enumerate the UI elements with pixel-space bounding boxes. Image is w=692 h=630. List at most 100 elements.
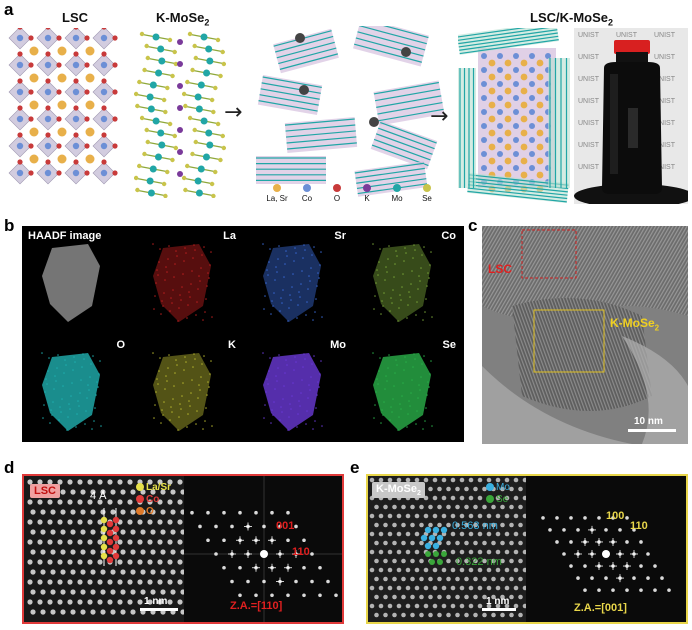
arrow-right-icon: → xyxy=(224,100,243,125)
lattice-spot xyxy=(455,594,460,600)
lattice-spot xyxy=(522,477,526,483)
la-sr-atom xyxy=(488,129,496,137)
lattice-spot xyxy=(491,504,496,510)
flake-body xyxy=(256,156,326,184)
lattice-spot xyxy=(410,594,415,600)
legend-label: Se xyxy=(496,494,509,505)
lattice-spot xyxy=(405,549,411,555)
lattice-spot xyxy=(437,612,442,618)
flake-layer-line xyxy=(360,26,429,39)
legend-dot xyxy=(393,184,401,192)
lattice-spot xyxy=(500,540,505,546)
lattice-spot xyxy=(80,529,86,535)
flake-layer-line xyxy=(355,167,425,179)
mo-atom xyxy=(206,141,214,149)
fft-spot xyxy=(583,516,587,520)
o-atom xyxy=(101,78,107,84)
fft-spot xyxy=(294,524,298,529)
lattice-spot xyxy=(107,499,113,505)
mo-marker xyxy=(428,534,436,542)
lattice-spot xyxy=(482,540,487,546)
lattice-spot xyxy=(500,612,505,618)
flake-layer-line xyxy=(261,82,321,94)
lattice-spot xyxy=(410,522,415,528)
la-sr-atom xyxy=(488,143,496,151)
la-sr-atom xyxy=(488,73,496,81)
o-atom xyxy=(28,62,34,68)
lattice-spot xyxy=(80,589,86,595)
lattice-spot xyxy=(157,599,163,605)
lattice-spot xyxy=(127,479,133,485)
eds-tile-label: O xyxy=(116,339,125,351)
lattice-spot xyxy=(97,479,103,485)
mo-atom xyxy=(197,81,205,89)
se-atom xyxy=(145,139,151,145)
fft-spot xyxy=(590,576,594,580)
lattice-spot xyxy=(37,499,43,505)
lattice-spot xyxy=(482,612,487,618)
se-atom xyxy=(144,127,149,133)
sheet-line xyxy=(458,29,558,45)
lattice-spot xyxy=(522,603,526,609)
flake-layer-line xyxy=(276,41,335,59)
lattice-spot xyxy=(60,489,66,495)
eds-tile-label: Mo xyxy=(330,339,346,351)
lattice-spot xyxy=(167,479,173,485)
lattice-spot xyxy=(150,569,156,575)
se-atom xyxy=(170,157,175,163)
panel-e-label: e xyxy=(350,458,360,477)
lattice-spot xyxy=(513,549,519,555)
lattice-spot xyxy=(414,585,420,591)
lattice-spot xyxy=(500,486,505,492)
fft-spot xyxy=(294,579,298,584)
la-sr-atom xyxy=(57,154,67,164)
lattice-spot xyxy=(167,579,173,585)
lattice-spot xyxy=(374,576,379,582)
o-atom xyxy=(56,89,62,95)
lattice-spot xyxy=(509,504,514,510)
la-sr-atom xyxy=(520,129,528,137)
lattice-spot xyxy=(419,558,424,564)
la-sr-atom xyxy=(504,129,512,137)
lattice-spot xyxy=(80,569,86,575)
lattice-spot xyxy=(170,589,176,595)
flake-layer-line xyxy=(380,121,437,144)
lattice-spot xyxy=(180,489,184,495)
lattice-spot xyxy=(405,567,411,573)
lattice-spot xyxy=(459,477,465,483)
fft-spot xyxy=(611,516,615,520)
title-lsc: LSC xyxy=(62,10,88,25)
flake-layer-line xyxy=(278,47,337,65)
lattice-spot xyxy=(157,519,163,525)
lattice-spot xyxy=(130,489,136,495)
lattice-spot xyxy=(414,477,420,483)
o-atom xyxy=(56,143,62,149)
lattice-spot xyxy=(157,559,163,565)
co-atom xyxy=(72,34,80,42)
flake-layer-line xyxy=(375,133,433,155)
co-atom xyxy=(513,53,519,59)
lattice-spot xyxy=(177,499,183,505)
o-atom xyxy=(112,170,118,176)
o-atom xyxy=(112,89,118,95)
co-marker xyxy=(112,516,120,524)
lattice-spot xyxy=(127,519,133,525)
co-atom xyxy=(72,142,80,150)
lattice-spot xyxy=(47,579,53,585)
se-atom xyxy=(187,31,193,37)
se-atom xyxy=(181,91,187,97)
lattice-spot xyxy=(441,585,447,591)
lattice-spot xyxy=(468,603,474,609)
lattice-spot xyxy=(130,509,136,515)
flake xyxy=(284,117,358,153)
lattice-spot xyxy=(419,522,424,528)
co-atom xyxy=(481,67,487,73)
d-legend-item: O xyxy=(136,506,154,517)
fft-spot xyxy=(569,516,573,520)
co-atom xyxy=(16,34,24,42)
flake-layer-line xyxy=(373,138,431,161)
lattice-spot xyxy=(50,509,56,515)
lattice-spot xyxy=(60,609,66,615)
lattice-spot xyxy=(50,549,56,555)
lattice-spot xyxy=(410,558,415,564)
